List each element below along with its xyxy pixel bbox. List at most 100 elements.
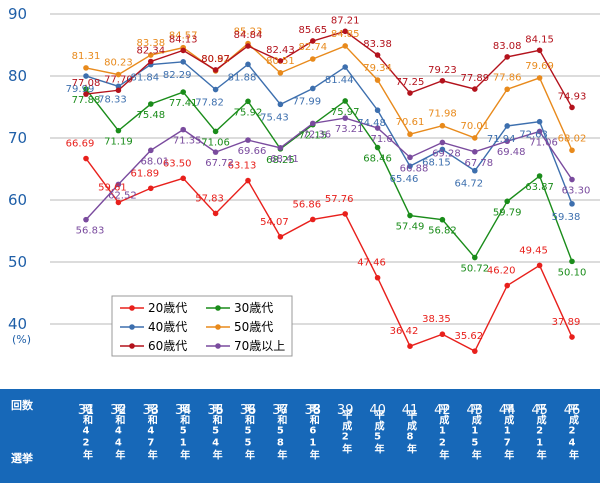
data-point xyxy=(310,216,316,223)
election-number: 41 xyxy=(402,403,419,418)
row-label-count: 回数 xyxy=(11,398,34,412)
election-year: 平成12年 xyxy=(437,403,449,460)
data-point xyxy=(115,71,122,78)
data-point xyxy=(277,233,284,240)
data-point xyxy=(504,86,511,93)
election-number: 32 xyxy=(110,403,127,418)
data-label: 81.44 xyxy=(325,75,354,86)
data-label: 75.48 xyxy=(136,110,165,121)
data-point xyxy=(536,128,543,135)
data-point xyxy=(504,198,511,205)
data-point xyxy=(374,107,381,114)
data-point xyxy=(472,348,478,354)
data-label: 57.83 xyxy=(195,193,224,204)
data-point xyxy=(148,185,154,192)
data-label: 81.88 xyxy=(228,72,257,83)
data-label: 66.69 xyxy=(66,139,95,150)
data-point xyxy=(180,47,186,54)
series-lines xyxy=(83,28,575,354)
data-point xyxy=(374,125,381,131)
data-point xyxy=(439,77,446,84)
data-point xyxy=(310,120,316,127)
data-label: 80.82 xyxy=(201,54,230,65)
legend-marker xyxy=(129,343,135,349)
data-label: 71.06 xyxy=(201,137,230,148)
y-axis-unit: (%) xyxy=(12,333,31,346)
data-label: 82.34 xyxy=(136,45,165,56)
data-point xyxy=(245,61,251,68)
data-label: 78.33 xyxy=(98,94,127,105)
y-tick-label: 90 xyxy=(8,5,27,23)
data-point xyxy=(148,58,154,65)
data-point xyxy=(83,73,89,79)
data-label: 63.50 xyxy=(163,158,192,169)
data-label: 37.89 xyxy=(552,317,581,328)
data-label: 68.15 xyxy=(422,157,451,168)
data-label: 57.76 xyxy=(325,194,354,205)
data-label: 80.51 xyxy=(266,56,295,67)
data-label: 59.79 xyxy=(493,207,522,218)
data-label: 65.46 xyxy=(390,174,419,185)
data-point xyxy=(472,135,478,141)
data-label: 49.45 xyxy=(519,245,548,256)
data-label: 83.38 xyxy=(363,39,392,50)
data-point xyxy=(115,83,122,90)
data-point xyxy=(342,64,349,70)
election-year: 平成2年 xyxy=(340,409,352,454)
data-label: 74.93 xyxy=(558,91,587,102)
data-point xyxy=(148,147,154,154)
data-point xyxy=(342,28,349,35)
election-year: 昭和61年 xyxy=(307,403,320,460)
data-point xyxy=(342,43,349,49)
election-number: 35 xyxy=(207,403,224,418)
legend-marker xyxy=(215,305,221,311)
data-label: 73.21 xyxy=(335,124,364,135)
data-point xyxy=(504,54,511,60)
data-label: 75.97 xyxy=(331,107,360,118)
data-point xyxy=(374,77,381,83)
row-label-year: 選挙 xyxy=(11,451,34,465)
data-point xyxy=(83,91,89,97)
data-label: 50.10 xyxy=(558,267,587,278)
data-label: 79.69 xyxy=(525,61,554,72)
data-label: 68.02 xyxy=(558,133,587,144)
election-year: 平成24年 xyxy=(567,403,579,460)
data-point xyxy=(277,145,284,151)
election-year: 昭和42年 xyxy=(81,403,94,460)
data-label: 47.46 xyxy=(357,258,386,269)
data-point xyxy=(536,75,543,81)
data-point xyxy=(245,177,251,184)
data-label: 77.86 xyxy=(493,72,522,83)
data-label: 77.88 xyxy=(72,95,101,106)
data-label: 63.87 xyxy=(525,182,554,193)
data-point xyxy=(115,127,122,134)
data-label: 74.48 xyxy=(357,118,386,129)
data-point xyxy=(115,181,122,188)
data-label: 71.98 xyxy=(428,109,457,120)
data-point xyxy=(472,86,478,92)
data-point xyxy=(212,128,219,135)
data-label: 77.99 xyxy=(292,96,321,107)
election-number: 38 xyxy=(305,403,322,418)
data-point xyxy=(569,104,575,111)
legend-label: 70歳以上 xyxy=(234,339,285,353)
election-number: 31 xyxy=(78,403,95,418)
data-label: 80.23 xyxy=(104,58,133,69)
data-point xyxy=(374,52,381,58)
series-line-1 xyxy=(85,88,573,262)
legend-marker xyxy=(215,343,221,349)
data-label: 50.72 xyxy=(460,264,489,275)
legend-label: 30歳代 xyxy=(234,301,273,315)
election-number: 44 xyxy=(499,403,516,418)
data-label: 82.29 xyxy=(163,70,192,81)
data-point xyxy=(407,212,413,219)
election-year: 平成8年 xyxy=(405,409,417,454)
election-number: 37 xyxy=(272,403,289,418)
data-label: 56.83 xyxy=(76,226,105,237)
data-label: 69.28 xyxy=(432,148,461,159)
data-label: 59.61 xyxy=(98,182,127,193)
